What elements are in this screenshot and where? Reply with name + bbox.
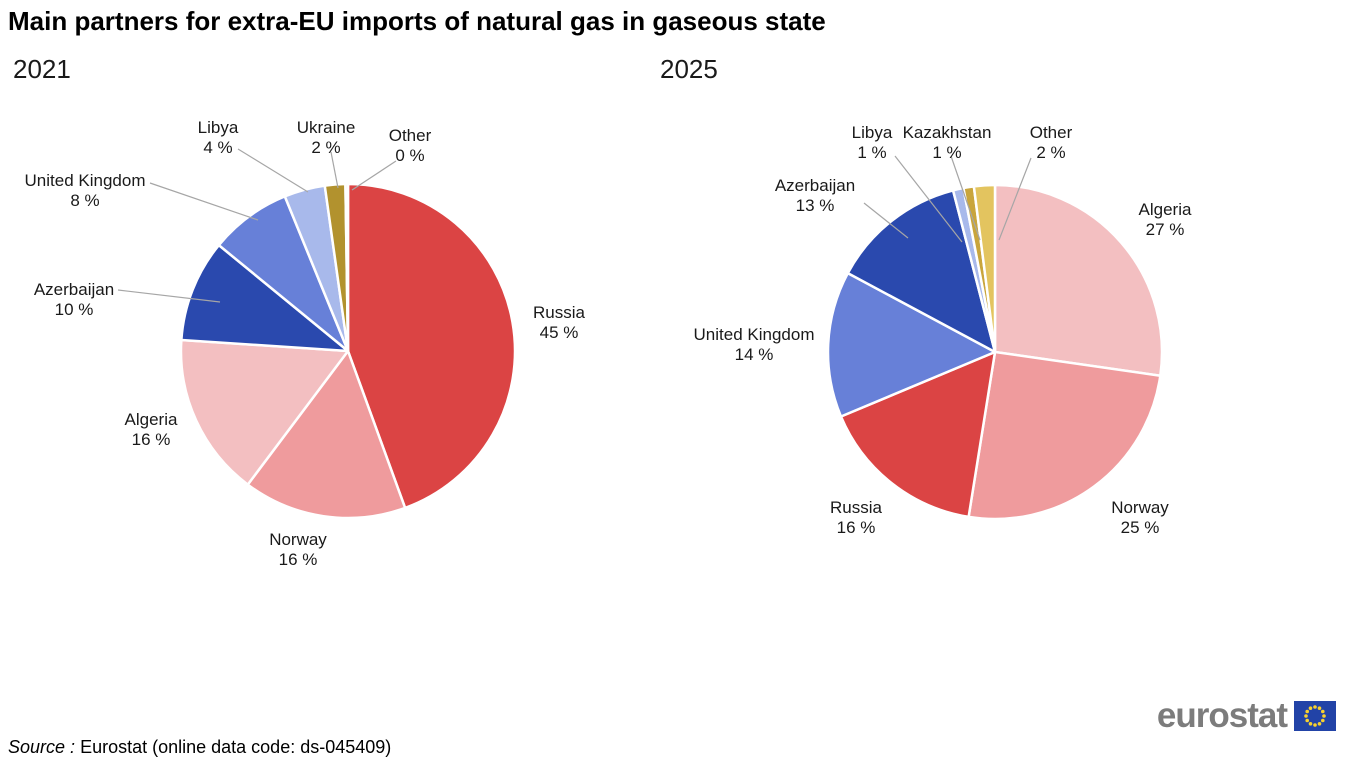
eu-flag-star xyxy=(1320,718,1325,722)
leader-line-azerbaijan-2021 xyxy=(117,289,221,303)
eurostat-logo: eurostat xyxy=(1157,698,1336,733)
chart-year-label-2021: 2021 xyxy=(13,54,71,84)
slice-label-russia-2025: Russia 16 % xyxy=(830,498,883,537)
leader-line-ukraine-2021 xyxy=(330,151,339,189)
eu-flag-star xyxy=(1308,705,1313,710)
pie-2021: Russia 45 % Norway 16 % Algeria 16 % Azerbaija… xyxy=(25,118,586,569)
chart-year-label-2025: 2025 xyxy=(660,54,718,84)
pie-slice-russia-2021 xyxy=(346,182,517,510)
pie-slice-azerbaijan-2021 xyxy=(180,243,350,353)
page-title: Main partners for extra-EU imports of na… xyxy=(8,6,826,36)
eu-flag-star xyxy=(1305,709,1310,713)
slice-label-russia-2021: Russia 45 % xyxy=(533,303,586,342)
source-note: Source : Eurostat (online data code: ds-… xyxy=(8,737,391,758)
slice-label-libya-2025: Libya 1 % xyxy=(852,123,893,162)
slice-label-other-2025: Other 2 % xyxy=(1030,123,1073,162)
pie-slice-algeria-2021 xyxy=(179,338,350,486)
pie-slice-norway-2021 xyxy=(246,349,407,520)
leader-line-azerbaijan-2025 xyxy=(863,202,909,239)
eu-flag-star xyxy=(1313,722,1317,727)
slice-label-united-kingdom-2021: United Kingdom 8 % xyxy=(25,171,146,210)
slice-label-norway-2025: Norway 25 % xyxy=(1111,498,1169,537)
slice-label-united-kingdom-2025: United Kingdom 14 % xyxy=(694,325,815,364)
eu-flag-star xyxy=(1308,721,1313,726)
eu-flag-icon xyxy=(1294,700,1336,731)
leader-line-libya-2025 xyxy=(894,155,963,243)
pie-slice-norway-2025 xyxy=(967,350,1162,521)
eurostat-logo-text: eurostat xyxy=(1156,696,1288,735)
eu-flag-star xyxy=(1317,721,1322,726)
leader-line-libya-2021 xyxy=(237,148,309,193)
slice-label-ukraine-2021: Ukraine 2 % xyxy=(297,118,356,157)
slice-label-other-2021: Other 0 % xyxy=(389,126,432,165)
slice-label-algeria-2025: Algeria 27 % xyxy=(1139,200,1192,239)
source-text: Eurostat (online data code: ds-045409) xyxy=(80,737,392,757)
leader-line-united-kingdom-2021 xyxy=(149,182,259,221)
pie-slice-russia-2025 xyxy=(839,350,997,519)
pie-slice-united-kingdom-2025 xyxy=(826,271,997,418)
slice-label-algeria-2021: Algeria 16 % xyxy=(125,410,178,449)
eu-flag-star xyxy=(1317,705,1322,710)
source-label: Source : xyxy=(8,737,76,757)
slice-label-kazakhstan-2025: Kazakhstan 1 % xyxy=(903,123,992,162)
pie-slice-algeria-2025 xyxy=(993,183,1164,378)
eu-flag-star xyxy=(1320,709,1325,713)
eu-flag-star xyxy=(1304,713,1308,718)
pie-slice-azerbaijan-2025 xyxy=(846,189,997,354)
eu-flag-star xyxy=(1313,704,1317,709)
slice-label-norway-2021: Norway 16 % xyxy=(269,530,327,569)
eu-flag-star xyxy=(1305,718,1310,722)
pie-slice-other-2021 xyxy=(344,182,350,353)
leader-line-other-2021 xyxy=(351,160,397,191)
leader-line-other-2025 xyxy=(998,157,1032,241)
slice-label-libya-2021: Libya 4 % xyxy=(198,118,239,157)
eu-flag-star xyxy=(1322,713,1326,718)
pie-2025: Algeria 27 % Norway 25 % Russia 16 % United Ki… xyxy=(694,123,1192,537)
slice-label-azerbaijan-2021: Azerbaijan 10 % xyxy=(34,280,114,319)
pie-slice-other-2025 xyxy=(972,183,997,354)
slice-label-azerbaijan-2025: Azerbaijan 13 % xyxy=(775,176,855,215)
leader-line-kazakhstan-2025 xyxy=(950,155,981,241)
